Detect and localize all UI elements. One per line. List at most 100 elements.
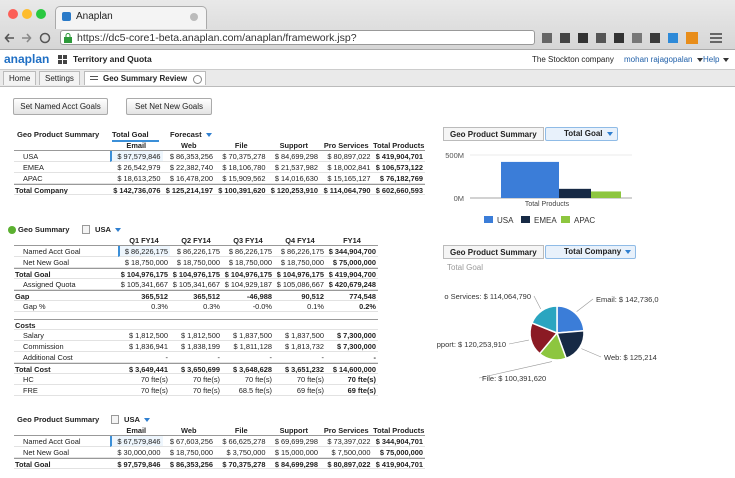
cell[interactable]: $ 16,478,200 <box>162 173 215 184</box>
address-bar[interactable]: https://dc5-core1-beta.anaplan.com/anapl… <box>60 30 535 45</box>
cell[interactable]: $ 86,226,175 <box>274 246 326 257</box>
cell[interactable]: 0.3% <box>170 301 222 312</box>
cell[interactable]: $ 14,016,630 <box>267 173 320 184</box>
cell[interactable]: $ 1,813,732 <box>274 341 326 352</box>
cell[interactable]: $ 73,397,022 <box>320 436 373 447</box>
cell[interactable]: $ 3,648,628 <box>222 363 274 374</box>
cell[interactable]: 365,512 <box>170 290 222 301</box>
cell[interactable]: 70 fte(s) <box>222 374 274 385</box>
ext-icon[interactable] <box>578 33 588 43</box>
cell[interactable]: $ 120,253,910 <box>267 184 320 195</box>
cell[interactable]: - <box>222 352 274 363</box>
cell[interactable]: $ 104,976,175 <box>170 268 222 279</box>
button[interactable]: Set Named Acct Goals <box>13 98 108 115</box>
cell[interactable]: $ 3,650,699 <box>170 363 222 374</box>
cell[interactable]: $ 18,613,250 <box>110 173 163 184</box>
cell[interactable]: $ 75,000,000 <box>372 447 425 458</box>
cell[interactable]: $ 100,391,620 <box>215 184 268 195</box>
cell[interactable]: 70 fte(s) <box>118 374 170 385</box>
cell[interactable]: $ 67,579,846 <box>110 436 163 447</box>
cell[interactable]: $ 3,649,441 <box>118 363 170 374</box>
dropdown[interactable]: Total Company <box>545 245 637 259</box>
close-button[interactable] <box>8 9 18 19</box>
tab-close[interactable] <box>190 13 198 21</box>
ext-icon[interactable] <box>668 33 678 43</box>
menu-icon[interactable] <box>710 37 722 39</box>
ext-icon[interactable] <box>596 33 606 43</box>
browser-tab[interactable]: Anaplan <box>55 6 207 29</box>
grid-icon[interactable] <box>58 55 67 64</box>
cell[interactable]: 774,548 <box>326 290 378 301</box>
cell[interactable]: $ 419,904,701 <box>372 458 425 469</box>
cell[interactable]: $ 70,375,278 <box>215 458 268 469</box>
cell[interactable]: $ 86,353,256 <box>162 151 215 162</box>
extension-icons[interactable] <box>540 30 735 46</box>
cell[interactable]: $ 7,300,000 <box>326 330 378 341</box>
cell[interactable]: $ 86,226,175 <box>118 246 170 257</box>
maximize-button[interactable] <box>36 9 46 19</box>
cell[interactable] <box>274 319 326 330</box>
cell[interactable]: $ 30,000,000 <box>110 447 163 458</box>
cell[interactable]: 70 fte(s) <box>170 385 222 396</box>
cell[interactable]: $ 419,904,701 <box>372 151 425 162</box>
help-menu[interactable]: Help <box>703 55 730 64</box>
minimize-button[interactable] <box>22 9 32 19</box>
cell[interactable]: $ 1,837,500 <box>274 330 326 341</box>
cell[interactable]: $ 104,929,187 <box>222 279 274 290</box>
cell[interactable]: $ 15,909,562 <box>215 173 268 184</box>
cell[interactable]: $ 21,537,982 <box>267 162 320 173</box>
cell[interactable]: 0.1% <box>274 301 326 312</box>
cell[interactable]: $ 105,086,667 <box>274 279 326 290</box>
cell[interactable] <box>118 319 170 330</box>
cell[interactable]: $ 69,699,298 <box>267 436 320 447</box>
user-menu[interactable]: mohan rajagopalan <box>624 55 703 64</box>
cell[interactable]: - <box>274 352 326 363</box>
forward-icon[interactable] <box>22 33 32 43</box>
cell[interactable]: $ 14,600,000 <box>326 363 378 374</box>
cell[interactable]: 68.5 fte(s) <box>222 385 274 396</box>
cell[interactable]: 90,512 <box>274 290 326 301</box>
cell[interactable]: $ 80,897,022 <box>320 458 373 469</box>
cell[interactable]: $ 420,679,248 <box>326 279 378 290</box>
cell[interactable]: 70 fte(s) <box>274 374 326 385</box>
cell[interactable]: $ 105,341,667 <box>118 279 170 290</box>
selector[interactable]: Forecast <box>170 129 212 140</box>
cell[interactable]: 69 fte(s) <box>274 385 326 396</box>
cell[interactable]: $ 18,750,000 <box>170 257 222 268</box>
cell[interactable]: $ 18,750,000 <box>274 257 326 268</box>
menu-icon[interactable] <box>710 41 722 43</box>
cell[interactable]: $ 67,603,256 <box>162 436 215 447</box>
ext-icon[interactable] <box>560 33 570 43</box>
cell[interactable]: $ 105,341,667 <box>170 279 222 290</box>
cell[interactable]: $ 344,904,700 <box>326 246 378 257</box>
tab-active[interactable]: Geo Summary Review <box>84 71 206 85</box>
cell[interactable]: $ 7,300,000 <box>326 341 378 352</box>
reload-icon[interactable] <box>39 32 51 44</box>
cell[interactable]: - <box>118 352 170 363</box>
cell[interactable]: 70 fte(s) <box>170 374 222 385</box>
cell[interactable]: $ 66,625,278 <box>215 436 268 447</box>
cell[interactable]: $ 18,750,000 <box>118 257 170 268</box>
menu-icon[interactable] <box>710 33 722 35</box>
cell[interactable]: $ 15,000,000 <box>267 447 320 458</box>
ext-icon[interactable] <box>650 33 660 43</box>
cell[interactable]: $ 18,750,000 <box>222 257 274 268</box>
cell[interactable]: -46,988 <box>222 290 274 301</box>
cell[interactable]: - <box>170 352 222 363</box>
logo[interactable]: anaplan <box>4 52 50 66</box>
cell[interactable] <box>222 319 274 330</box>
cell[interactable]: -0.0% <box>222 301 274 312</box>
cell[interactable]: $ 18,750,000 <box>162 447 215 458</box>
nav-buttons[interactable] <box>4 31 56 45</box>
cell[interactable]: $ 22,382,740 <box>162 162 215 173</box>
cell[interactable]: $ 1,837,500 <box>222 330 274 341</box>
cell[interactable]: $ 3,651,232 <box>274 363 326 374</box>
cell[interactable]: $ 1,836,941 <box>118 341 170 352</box>
cell[interactable] <box>326 319 378 330</box>
cell[interactable]: $ 104,976,175 <box>274 268 326 279</box>
cell[interactable]: $ 114,064,790 <box>320 184 373 195</box>
cell[interactable]: $ 3,750,000 <box>215 447 268 458</box>
cell[interactable]: $ 80,897,022 <box>320 151 373 162</box>
cell[interactable]: $ 76,182,769 <box>372 173 425 184</box>
ext-icon[interactable] <box>542 33 552 43</box>
